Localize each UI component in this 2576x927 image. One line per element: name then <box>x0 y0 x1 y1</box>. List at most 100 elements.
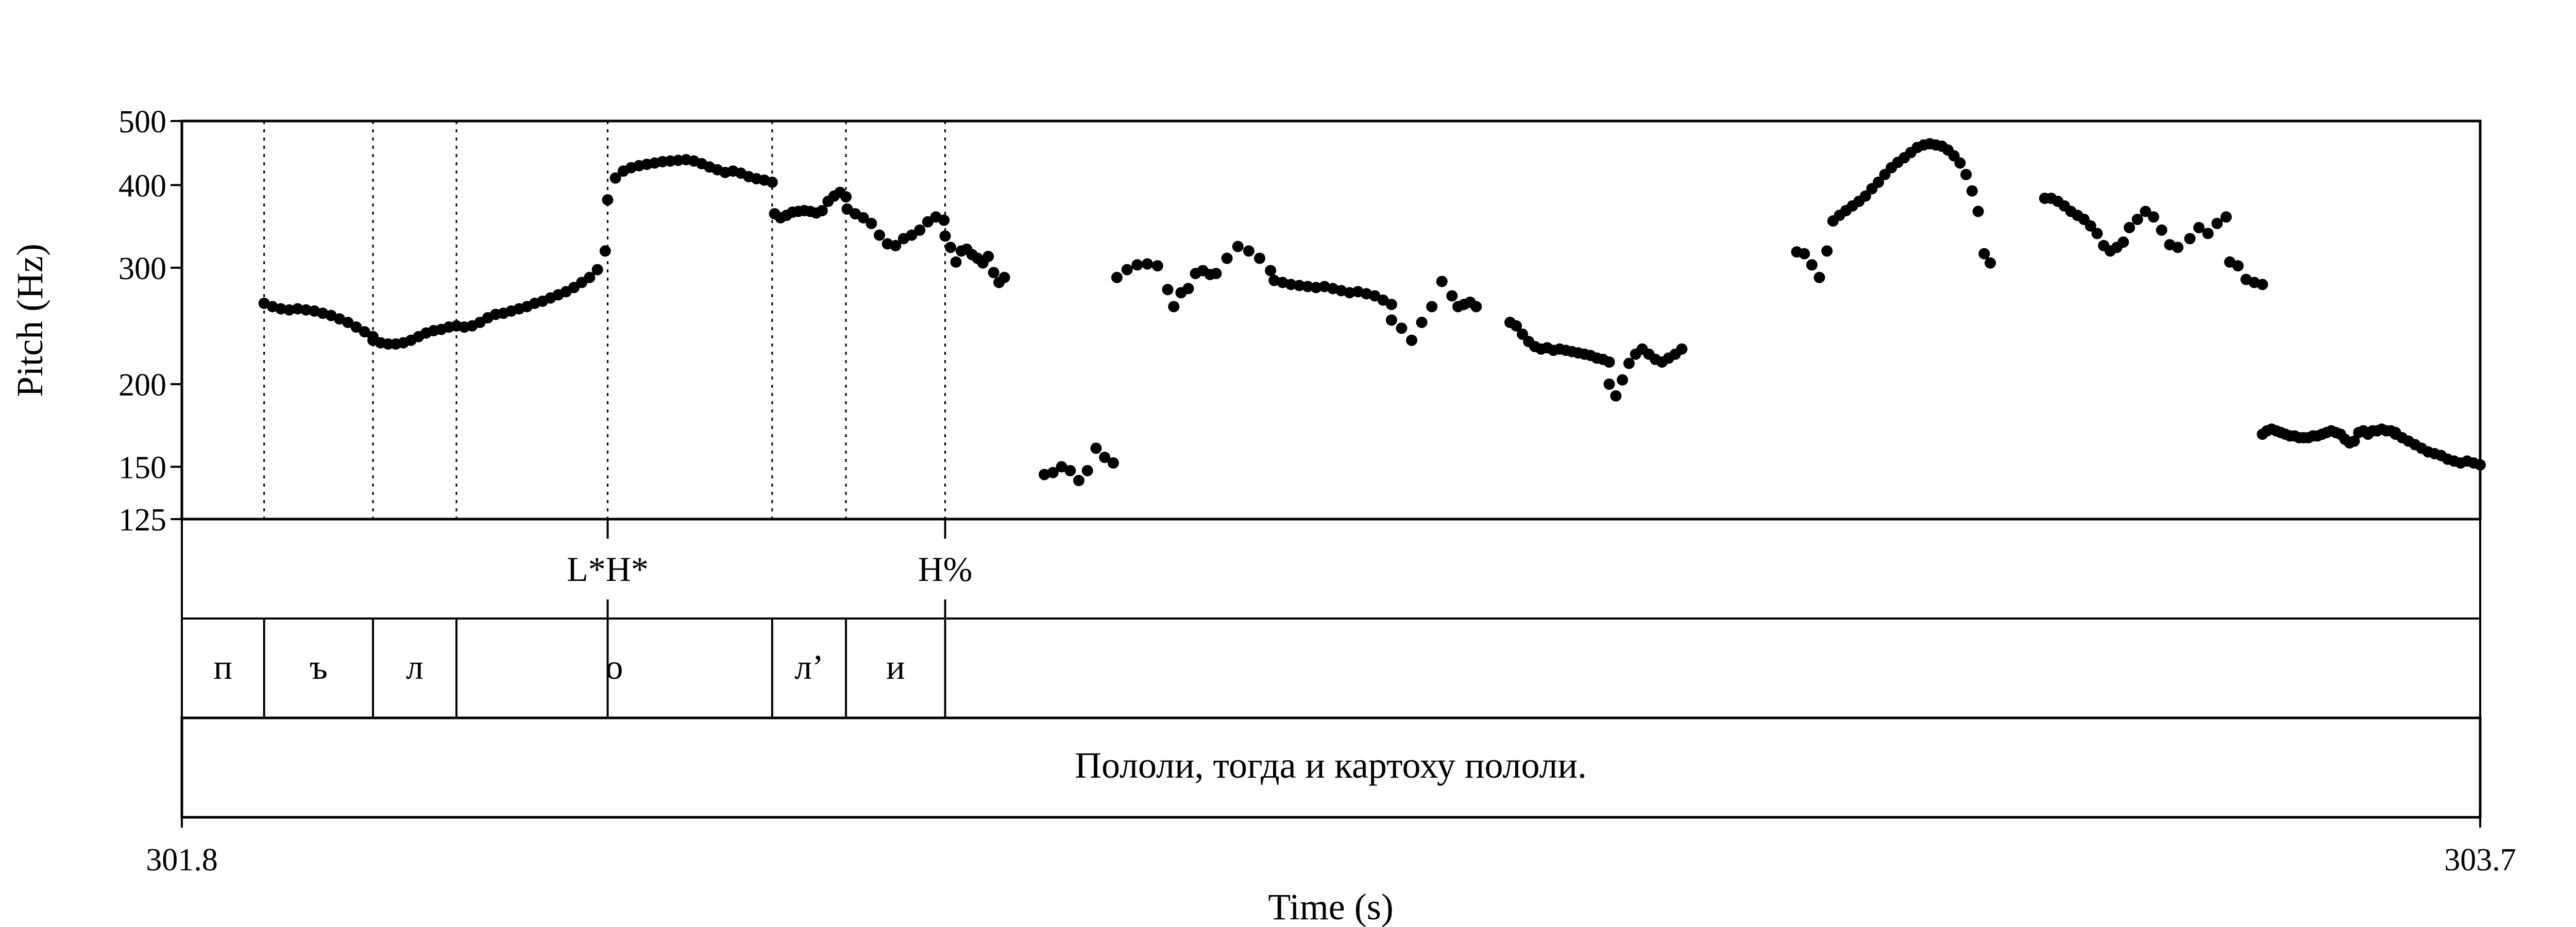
pitch-point <box>1039 469 1050 480</box>
pitch-point <box>359 326 370 338</box>
pitch-point <box>1253 252 1265 264</box>
pitch-point <box>1436 276 1448 287</box>
y-axis-ticks: 125 150 200 300 400 500 <box>118 105 182 538</box>
pitch-point <box>2117 236 2129 248</box>
pitch-point <box>2184 233 2196 245</box>
segment-label: ъ <box>310 647 328 686</box>
pitch-point <box>350 321 362 333</box>
pitch-point <box>988 267 999 279</box>
segment-label: и <box>886 647 905 686</box>
pitch-point <box>1047 467 1059 478</box>
pitch-point <box>1369 290 1381 302</box>
pitch-point <box>2211 217 2223 229</box>
pitch-point <box>1142 258 1154 270</box>
pitch-point <box>1221 252 1233 264</box>
pitch-point <box>1111 271 1123 283</box>
pitch-point <box>1302 281 1314 293</box>
pitch-point <box>816 204 828 216</box>
y-axis-label: Pitch (Hz) <box>9 244 50 397</box>
pitch-point <box>1073 474 1084 486</box>
x-axis-label: Time (s) <box>1268 886 1393 927</box>
pitch-points <box>258 138 2486 486</box>
pitch-point <box>840 191 852 203</box>
pitch-point <box>766 176 778 188</box>
pitch-point <box>1064 465 1076 476</box>
pitch-point <box>1617 374 1629 386</box>
pitch-point <box>2140 205 2151 217</box>
pitch-point <box>1416 316 1428 328</box>
pitch-point <box>2156 224 2167 236</box>
pitch-point <box>1821 245 1833 257</box>
pitch-point <box>1426 301 1438 313</box>
pitch-point <box>2202 228 2214 239</box>
pitch-point <box>1972 205 1984 217</box>
pitch-point <box>1377 294 1389 306</box>
pitch-point <box>2084 220 2096 232</box>
pitch-point <box>890 239 902 251</box>
y-tick-label: 300 <box>118 251 166 286</box>
y-tick-label: 125 <box>118 503 166 538</box>
pitch-point <box>1806 259 1818 271</box>
pitch-point <box>2193 221 2205 233</box>
y-tick-label: 200 <box>118 368 166 403</box>
pitch-point <box>300 304 312 316</box>
pitch-point <box>1872 176 1884 188</box>
pitch-point <box>609 172 621 184</box>
pitch-point <box>1182 283 1194 295</box>
pitch-point <box>1859 190 1871 202</box>
segment-tier: п ъ л о л’ и <box>214 647 905 686</box>
pitch-point <box>1966 185 1978 197</box>
pitch-point <box>1232 241 1244 252</box>
pitch-point <box>1985 257 1996 269</box>
pitch-point <box>1960 168 1972 180</box>
pitch-point <box>599 245 611 257</box>
pitch-plot-frame <box>180 119 2482 521</box>
pitch-point <box>950 256 962 268</box>
pitch-point <box>1265 265 1277 277</box>
pitch-point <box>1406 334 1418 346</box>
pitch-point <box>939 230 951 242</box>
pitch-point <box>857 212 869 224</box>
pitch-point <box>1344 287 1355 299</box>
pitch-point <box>1623 357 1635 369</box>
segment-boundaries <box>263 121 946 718</box>
pitch-point <box>1056 461 1067 473</box>
pitch-point <box>2220 211 2232 223</box>
sentence-text: Пололи, тогда и картоху пололи. <box>1075 745 1587 786</box>
pitch-point <box>1470 301 1482 313</box>
pitch-point <box>1511 320 1522 332</box>
tone-tier-frame <box>181 518 2481 620</box>
pitch-point <box>1954 157 1966 169</box>
pitch-point <box>914 224 926 236</box>
pitch-point <box>1603 356 1615 368</box>
y-tick-label: 500 <box>118 105 166 140</box>
pitch-point <box>602 194 614 206</box>
x-tick-label: 303.7 <box>2444 843 2516 878</box>
pitch-point <box>2131 213 2143 225</box>
tone-tier: L*H* H% <box>567 519 972 619</box>
sentence-tier-frame <box>180 716 2482 819</box>
pitch-point <box>342 316 354 328</box>
pitch-point <box>2172 242 2184 253</box>
pitch-point <box>1162 284 1174 296</box>
pitch-point <box>1210 268 1222 280</box>
pitch-point <box>283 304 295 316</box>
segment-label: о <box>605 647 623 686</box>
pitch-point <box>1090 442 1102 454</box>
pitch-point <box>938 214 950 226</box>
pitch-point <box>1243 245 1255 257</box>
x-axis-ticks: 301.8 303.7 <box>146 817 2516 878</box>
pitch-point <box>1978 248 1990 260</box>
pitch-point <box>2091 228 2103 239</box>
pitch-point <box>1293 280 1305 291</box>
pitch-point <box>1285 279 1297 290</box>
pitch-point <box>2257 279 2268 290</box>
pitch-point <box>1814 271 1825 283</box>
tone-label: L*H* <box>567 550 649 589</box>
pitch-point <box>873 229 885 241</box>
pitch-point <box>1446 290 1458 302</box>
pitch-point <box>1310 282 1322 294</box>
tone-label: H% <box>918 550 973 589</box>
pitch-point <box>1168 301 1180 313</box>
pitch-point <box>1107 457 1119 469</box>
